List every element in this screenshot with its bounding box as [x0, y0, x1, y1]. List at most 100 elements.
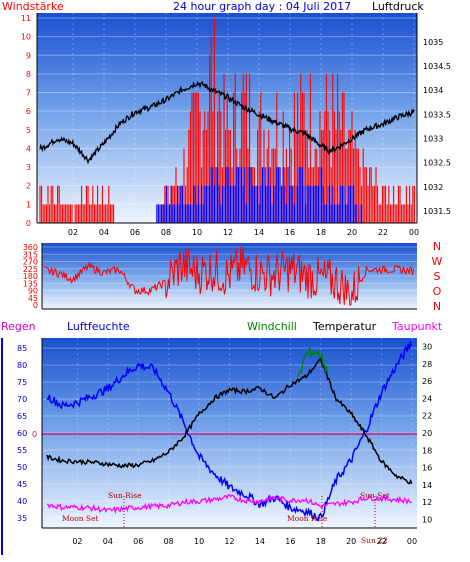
panel1-left-axis: 0 1 2 3 4 5 6 7 8 9 10 11 — [21, 14, 31, 228]
x-tick-label: 00 — [407, 537, 417, 546]
luftdruck-tick: 1032 — [423, 183, 443, 192]
direction-tick: 90 — [28, 287, 38, 296]
windchill-label: Windchill — [247, 320, 297, 333]
x-tick-label: 02 — [72, 537, 82, 546]
windstaerke-tick: 1 — [26, 200, 31, 209]
windstaerke-tick: 6 — [26, 107, 31, 116]
x-tick-label: 18 — [316, 537, 326, 546]
luftdruck-tick: 1034.5 — [423, 62, 451, 71]
sun-22-label: Sun 22 — [361, 536, 388, 545]
x-tick-label: 16 — [285, 537, 295, 546]
luftdruck-tick: 1035 — [423, 38, 443, 47]
taupunkt-label: Taupunkt — [391, 320, 443, 333]
moon-set-label: Moon Set — [62, 514, 99, 523]
panel1-right-axis: 1031.5 1032 1032.5 1033 1033.5 1034 1034.5 1035 — [423, 38, 451, 216]
compass-label: S — [434, 270, 441, 283]
compass-label: W — [432, 255, 443, 268]
x-tick-label: 04 — [99, 228, 109, 237]
luftdruck-tick: 1033 — [423, 135, 443, 144]
luftdruck-tick: 1034 — [423, 86, 443, 95]
x-tick-label: 08 — [161, 228, 171, 237]
pressure-line — [39, 80, 415, 165]
x-tick-label: 04 — [103, 537, 113, 546]
temperature-tick: 30 — [422, 343, 432, 352]
panel2-series — [43, 246, 415, 306]
x-tick-label: 20 — [346, 537, 356, 546]
x-tick-label: 22 — [378, 228, 388, 237]
x-tick-label: 02 — [68, 228, 78, 237]
sun-set-label: Sun Set — [360, 491, 390, 500]
humidity-line — [46, 340, 413, 522]
windstaerke-tick: 0 — [26, 219, 31, 228]
x-tick-label: 12 — [224, 537, 234, 546]
panel3-right-axis: 10 12 14 16 18 20 22 24 26 28 30 — [422, 343, 432, 525]
panel3-x-axis: 02 04 06 08 10 12 14 16 18 20 22 00 — [72, 537, 417, 546]
x-tick-label: 10 — [192, 228, 202, 237]
temperatur-label: Temperatur — [312, 320, 377, 333]
windstaerke-label: Windstärke — [2, 0, 64, 13]
x-tick-label: 10 — [194, 537, 204, 546]
sun-rise-label: Sun Rise — [108, 491, 142, 500]
luftfeuchte-label: Luftfeuchte — [67, 320, 130, 333]
x-tick-label: 22 — [376, 537, 386, 546]
humidity-tick: 55 — [17, 446, 27, 455]
x-tick-label: 12 — [223, 228, 233, 237]
x-tick-label: 20 — [347, 228, 357, 237]
moon-rise-label: Moon Rise — [287, 514, 328, 523]
temperature-tick: 16 — [422, 464, 432, 473]
windstaerke-tick: 8 — [26, 70, 31, 79]
windstaerke-tick: 3 — [26, 163, 31, 172]
regen-label: Regen — [1, 320, 36, 333]
temperature-tick: 20 — [422, 429, 432, 438]
humidity-tick: 70 — [17, 395, 27, 404]
direction-tick: 360 — [23, 243, 38, 252]
temperature-tick: 22 — [422, 412, 432, 421]
direction-tick: 0 — [33, 301, 38, 310]
panel3-grid — [42, 338, 417, 528]
windstaerke-tick: 11 — [21, 14, 31, 23]
astro-annotations: Moon Set Sun Rise Moon Rise Sun Set Sun 22 — [62, 491, 390, 545]
humidity-tick: 80 — [17, 361, 27, 370]
panel3-background — [42, 338, 417, 528]
temperature-tick: 18 — [422, 446, 432, 455]
panel3-series — [42, 340, 417, 522]
humidity-tick: 50 — [17, 463, 27, 472]
x-tick-label: 14 — [254, 228, 264, 237]
luftdruck-label: Luftdruck — [372, 0, 424, 13]
panel1-series — [37, 18, 417, 224]
humidity-tick: 40 — [17, 497, 27, 506]
temperature-tick: 26 — [422, 377, 432, 386]
windstaerke-tick: 7 — [26, 89, 31, 98]
windstaerke-tick: 9 — [26, 51, 31, 60]
temperature-tick: 24 — [422, 394, 432, 403]
x-tick-label: 18 — [316, 228, 326, 237]
wind-direction-line — [43, 246, 415, 306]
x-tick-label: 08 — [164, 537, 174, 546]
humidity-tick: 35 — [17, 514, 27, 523]
luftdruck-tick: 1033.5 — [423, 110, 451, 119]
direction-tick: 45 — [28, 294, 38, 303]
windstaerke-tick: 10 — [21, 33, 31, 42]
x-tick-label: 16 — [285, 228, 295, 237]
temperature-tick: 28 — [422, 360, 432, 369]
windstaerke-tick: 2 — [26, 182, 31, 191]
humidity-tick: 45 — [17, 480, 27, 489]
windstaerke-tick: 5 — [26, 126, 31, 135]
humidity-tick: 85 — [17, 344, 27, 353]
windstaerke-tick: 4 — [26, 144, 31, 153]
panel1-x-axis: 02 04 06 08 10 12 14 16 18 20 22 00 — [68, 228, 419, 237]
compass-label: O — [433, 285, 442, 298]
direction-tick: 180 — [23, 272, 38, 281]
direction-tick: 270 — [23, 258, 38, 267]
x-tick-label: 06 — [130, 228, 140, 237]
direction-tick: 135 — [23, 279, 38, 288]
temperature-tick: 10 — [422, 515, 432, 524]
dewpoint-line — [46, 494, 412, 515]
temperature-tick: 12 — [422, 498, 432, 507]
direction-tick: 225 — [23, 265, 38, 274]
